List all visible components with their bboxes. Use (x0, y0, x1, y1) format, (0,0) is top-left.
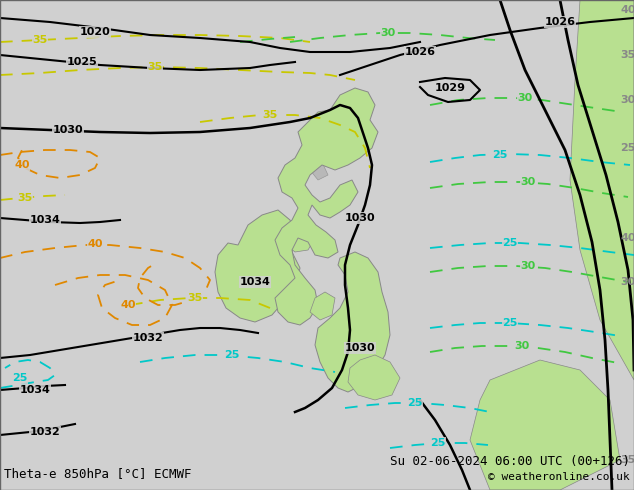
Text: 1032: 1032 (133, 333, 164, 343)
Text: 25: 25 (620, 143, 634, 153)
Text: 25: 25 (224, 350, 240, 360)
Text: 35: 35 (621, 50, 634, 60)
Text: 35: 35 (147, 62, 163, 72)
Text: 35: 35 (262, 110, 278, 120)
Text: 1026: 1026 (404, 47, 436, 57)
Text: 30: 30 (380, 28, 396, 38)
Polygon shape (310, 292, 335, 320)
Text: © weatheronline.co.uk: © weatheronline.co.uk (488, 472, 630, 482)
Polygon shape (315, 252, 390, 392)
Text: 1026: 1026 (545, 17, 576, 27)
Polygon shape (325, 145, 345, 165)
Text: 35: 35 (188, 293, 203, 303)
Text: 40: 40 (87, 239, 103, 249)
Polygon shape (348, 355, 400, 400)
Polygon shape (285, 228, 315, 252)
Text: 30: 30 (621, 95, 634, 105)
Text: 35: 35 (17, 193, 32, 203)
Text: 1030: 1030 (345, 343, 375, 353)
Text: 30: 30 (521, 177, 536, 187)
Text: 1032: 1032 (30, 427, 60, 437)
Text: 35: 35 (621, 455, 634, 465)
Text: 1020: 1020 (80, 27, 110, 37)
Text: 25: 25 (430, 438, 446, 448)
Polygon shape (310, 162, 328, 180)
Text: 1025: 1025 (67, 57, 98, 67)
Polygon shape (275, 88, 378, 325)
Text: 40: 40 (14, 160, 30, 170)
Text: 25: 25 (502, 238, 518, 248)
Text: 1030: 1030 (345, 213, 375, 223)
Text: 25: 25 (502, 318, 518, 328)
Text: 40: 40 (620, 5, 634, 15)
Text: 25: 25 (12, 373, 28, 383)
Polygon shape (570, 0, 634, 380)
Text: 40: 40 (120, 300, 136, 310)
Polygon shape (215, 210, 300, 322)
Text: 30: 30 (517, 93, 533, 103)
Polygon shape (340, 125, 355, 140)
Text: 30: 30 (521, 261, 536, 271)
Text: 1029: 1029 (434, 83, 465, 93)
Text: 35: 35 (32, 35, 48, 45)
Text: 1034: 1034 (20, 385, 51, 395)
Text: 30: 30 (514, 341, 529, 351)
Text: 40: 40 (620, 233, 634, 243)
Text: 25: 25 (493, 150, 508, 160)
Text: 1030: 1030 (53, 125, 83, 135)
Text: 30: 30 (621, 277, 634, 287)
Text: 1034: 1034 (240, 277, 271, 287)
Text: Theta-e 850hPa [°C] ECMWF: Theta-e 850hPa [°C] ECMWF (4, 467, 191, 480)
Text: Su 02-06-2024 06:00 UTC (00+126): Su 02-06-2024 06:00 UTC (00+126) (390, 455, 630, 468)
Text: 1034: 1034 (30, 215, 60, 225)
Text: 25: 25 (407, 398, 423, 408)
Polygon shape (470, 360, 620, 490)
